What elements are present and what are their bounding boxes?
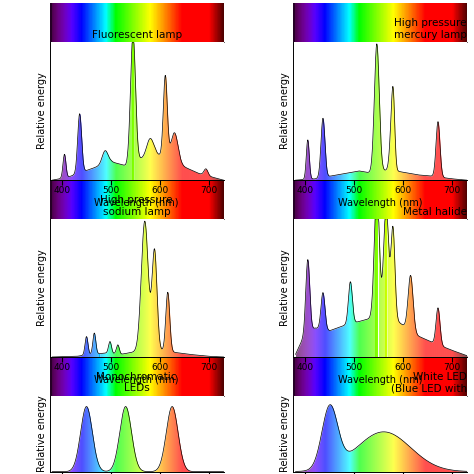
X-axis label: Wavelength (nm): Wavelength (nm) bbox=[338, 375, 422, 385]
X-axis label: Wavelength (nm): Wavelength (nm) bbox=[94, 413, 179, 423]
Title: High pressure
sodium lamp: High pressure sodium lamp bbox=[100, 195, 173, 217]
X-axis label: Wavelength (nm): Wavelength (nm) bbox=[94, 59, 179, 69]
X-axis label: Wavelength (nm): Wavelength (nm) bbox=[94, 375, 179, 385]
Y-axis label: Relative energy: Relative energy bbox=[37, 395, 47, 472]
X-axis label: Wavelength (nm): Wavelength (nm) bbox=[338, 413, 422, 423]
Text: White LED
(Blue LED with: White LED (Blue LED with bbox=[391, 372, 467, 393]
Y-axis label: Relative energy: Relative energy bbox=[280, 249, 290, 326]
Y-axis label: Relative energy: Relative energy bbox=[280, 73, 290, 149]
Y-axis label: Relative energy: Relative energy bbox=[37, 73, 47, 149]
Y-axis label: Relative energy: Relative energy bbox=[37, 249, 47, 326]
X-axis label: Wavelength (nm): Wavelength (nm) bbox=[338, 198, 422, 208]
Text: Metal halide: Metal halide bbox=[403, 207, 467, 217]
Text: High pressure
mercury lamp: High pressure mercury lamp bbox=[394, 18, 467, 40]
X-axis label: Wavelength (nm): Wavelength (nm) bbox=[94, 198, 179, 208]
X-axis label: Wavelength (nm): Wavelength (nm) bbox=[94, 236, 179, 246]
X-axis label: Wavelength (nm): Wavelength (nm) bbox=[338, 59, 422, 69]
Y-axis label: Relative energy: Relative energy bbox=[280, 395, 290, 472]
X-axis label: Wavelength (nm): Wavelength (nm) bbox=[338, 236, 422, 246]
Title: Fluorescent lamp: Fluorescent lamp bbox=[91, 30, 182, 40]
Title: Monochromatic
LEDs: Monochromatic LEDs bbox=[96, 372, 177, 393]
